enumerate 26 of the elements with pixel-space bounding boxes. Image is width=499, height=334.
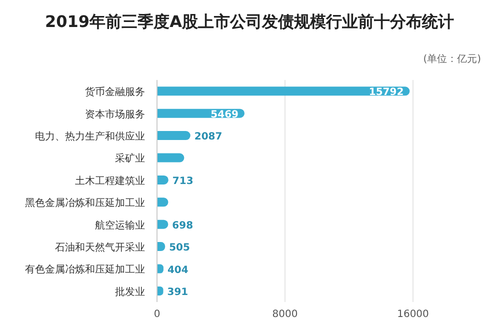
data-label: 2087 xyxy=(194,132,222,143)
y-tick-label: 电力、热力生产和供应业 xyxy=(35,130,145,142)
data-label: 505 xyxy=(169,242,190,254)
bar xyxy=(157,131,190,140)
y-tick-label: 资本市场服务 xyxy=(85,108,145,120)
y-tick-label: 采矿业 xyxy=(115,152,145,165)
y-tick-label: 石油和天然气开采业 xyxy=(55,242,145,254)
x-tick-label: 0 xyxy=(154,309,160,320)
y-tick-label: 土木工程建筑业 xyxy=(75,174,145,187)
data-label: 713 xyxy=(172,176,194,187)
y-tick-label: 批发业 xyxy=(115,286,145,298)
data-label: 5469 xyxy=(210,109,239,120)
y-tick-label: 黑色金属冶炼和压延加工业 xyxy=(25,197,145,210)
data-label: 15792 xyxy=(368,87,404,98)
chart-title: 2019年前三季度A股上市公司发债规模行业前十分布统计 xyxy=(44,12,455,33)
y-tick-label: 航空运输业 xyxy=(95,219,145,232)
bar xyxy=(157,86,410,96)
data-label: 391 xyxy=(167,286,188,298)
data-label: 698 xyxy=(172,220,194,232)
text: (单位：亿元) xyxy=(423,52,481,66)
bar xyxy=(157,153,184,162)
y-tick-label: 有色金属冶炼和压延加工业 xyxy=(25,264,145,276)
x-tick-label: 8000 xyxy=(272,309,298,320)
data-label: 404 xyxy=(167,264,188,276)
x-tick-label: 16000 xyxy=(397,309,429,320)
y-tick-label: 货币金融服务 xyxy=(85,86,145,98)
